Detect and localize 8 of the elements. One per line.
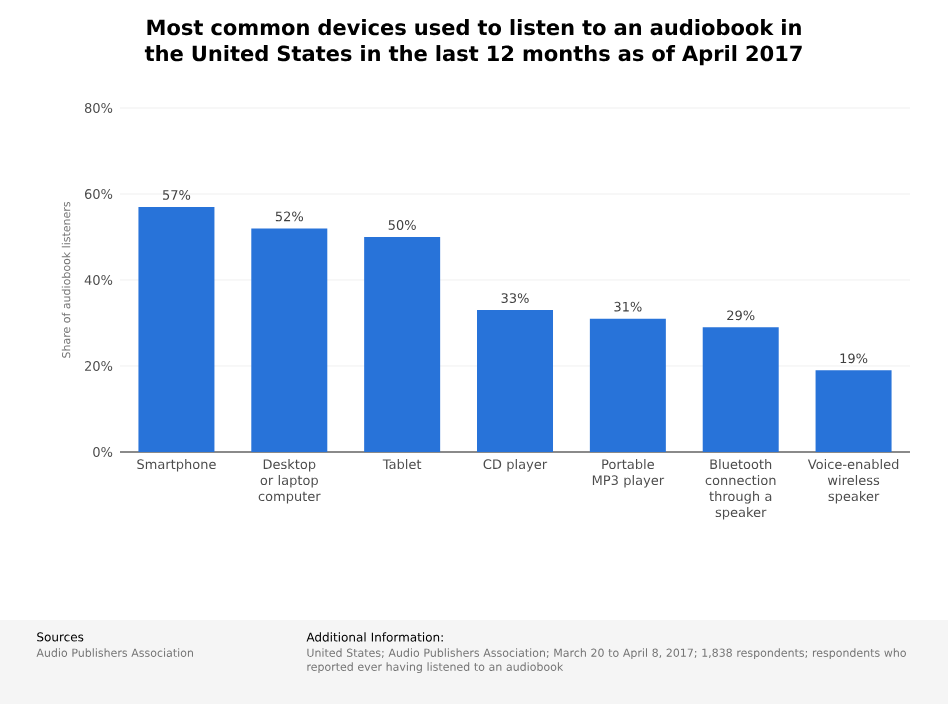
bar (364, 236, 441, 452)
bar (815, 370, 892, 452)
bar (477, 310, 554, 452)
bar (589, 318, 666, 452)
bar (138, 206, 215, 452)
chart-title: Most common devices used to listen to an audiobook in the United States in the last 12 months as of April 2017 (144, 19, 802, 66)
bar (251, 228, 328, 452)
bar (702, 327, 779, 452)
